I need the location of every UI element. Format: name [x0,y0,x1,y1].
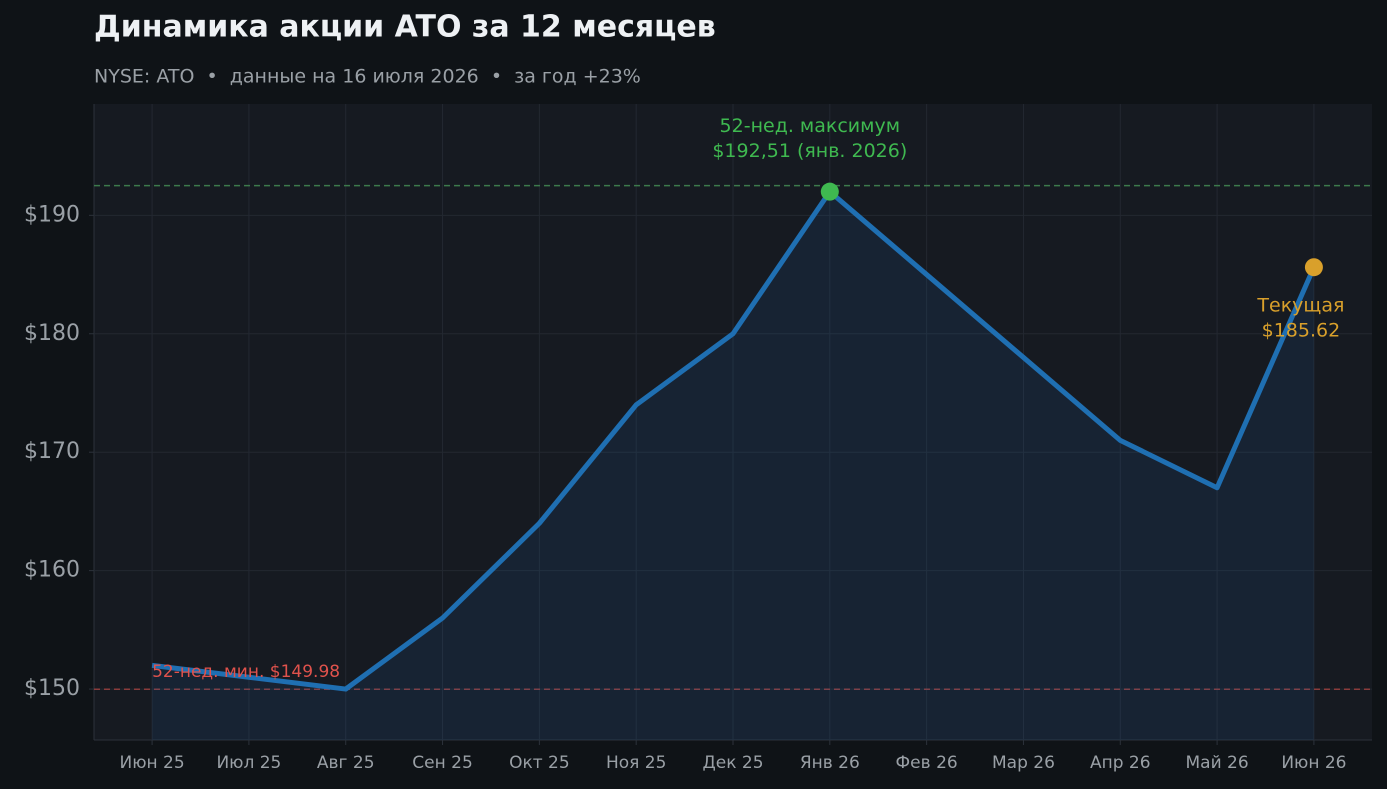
x-tick-label: Апр 26 [1090,753,1151,773]
x-tick-label: Окт 25 [509,753,570,773]
y-tick-label: $170 [24,439,80,464]
x-tick-label: Фев 26 [896,753,958,773]
area [152,191,1314,740]
y-tick-label: $160 [24,558,80,583]
x-tick-label: Янв 26 [800,753,860,773]
x-tick-label: Ноя 25 [606,753,666,773]
annotation: $192,51 (янв. 2026) [712,140,907,162]
x-tick-label: Май 26 [1186,753,1249,773]
y-tick-label: $150 [24,676,80,701]
y-tick-label: $180 [24,321,80,346]
x-tick-label: Дек 25 [702,753,763,773]
x-tick-label: Мар 26 [992,753,1055,773]
y-tick-label: $190 [24,202,80,227]
line [151,189,1317,692]
highlight-point [820,182,839,201]
x-tick-label: Июн 25 [119,753,184,773]
chart-title: Динамика акции ATO за 12 месяцев [94,10,716,45]
chart-subtitle: NYSE: ATO • данные на 16 июля 2026 • за … [94,66,641,88]
annotation: 52-нед. мин. $149.98 [152,662,340,682]
x-tick-label: Июл 25 [216,753,281,773]
x-tick-label: Июн 26 [1281,753,1346,773]
highlight-point [1304,258,1323,277]
x-tick-label: Авг 25 [317,753,375,773]
x-tick-label: Сен 25 [412,753,472,773]
annotation: 52-нед. максимум [720,115,901,137]
annotation: $185.62 [1262,320,1341,342]
annotation: Текущая [1256,295,1344,317]
